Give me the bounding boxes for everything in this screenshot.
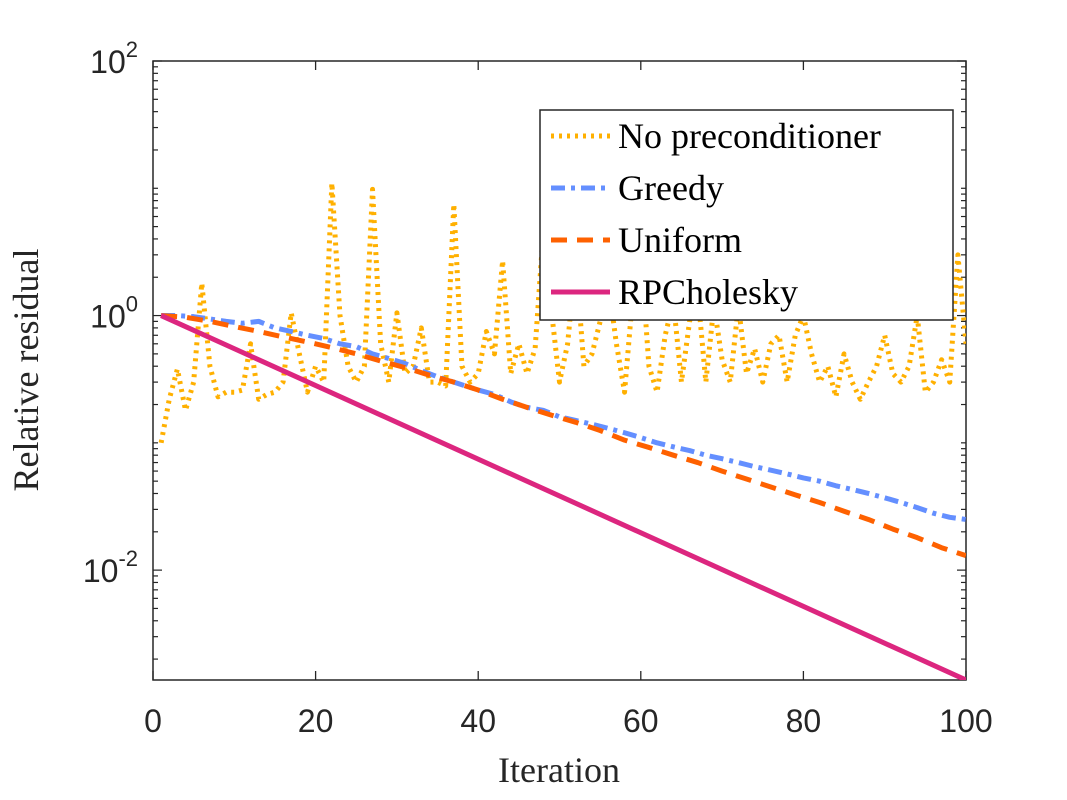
x-tick-label: 60 [623,703,659,739]
series-line-uniform [160,313,966,558]
legend-box [539,109,954,321]
series-group [158,180,966,680]
y-tick-exponent: -2 [118,546,138,571]
y-tick-base: 10 [83,553,119,589]
y-tick-label: 102 [90,37,138,80]
y-tick-label: 10-2 [83,546,138,589]
x-tick-labels: 0 20 40 60 80 100 [144,703,993,739]
axis-ticks [152,60,967,680]
x-tick-label: 80 [786,703,822,739]
y-tick-base: 10 [90,44,126,80]
x-tick-label: 100 [939,703,992,739]
y-tick-label: 100 [90,292,138,335]
x-axis-label: Iteration [498,750,620,790]
legend-label: Uniform [618,220,742,260]
series-line-rpcholesky [160,313,966,680]
legend-label: RPCholesky [618,272,798,312]
y-tick-exponent: 0 [126,292,138,317]
y-tick-exponent: 2 [126,37,138,62]
legend-label: No preconditioner [618,116,881,156]
x-tick-label: 20 [298,703,334,739]
y-tick-base: 10 [90,299,126,335]
x-tick-label: 0 [144,703,162,739]
x-tick-label: 40 [460,703,496,739]
legend: No preconditioner Greedy Uniform RPCholesky [539,109,954,321]
legend-label: Greedy [618,168,724,208]
y-axis-label: Relative residual [6,249,46,492]
